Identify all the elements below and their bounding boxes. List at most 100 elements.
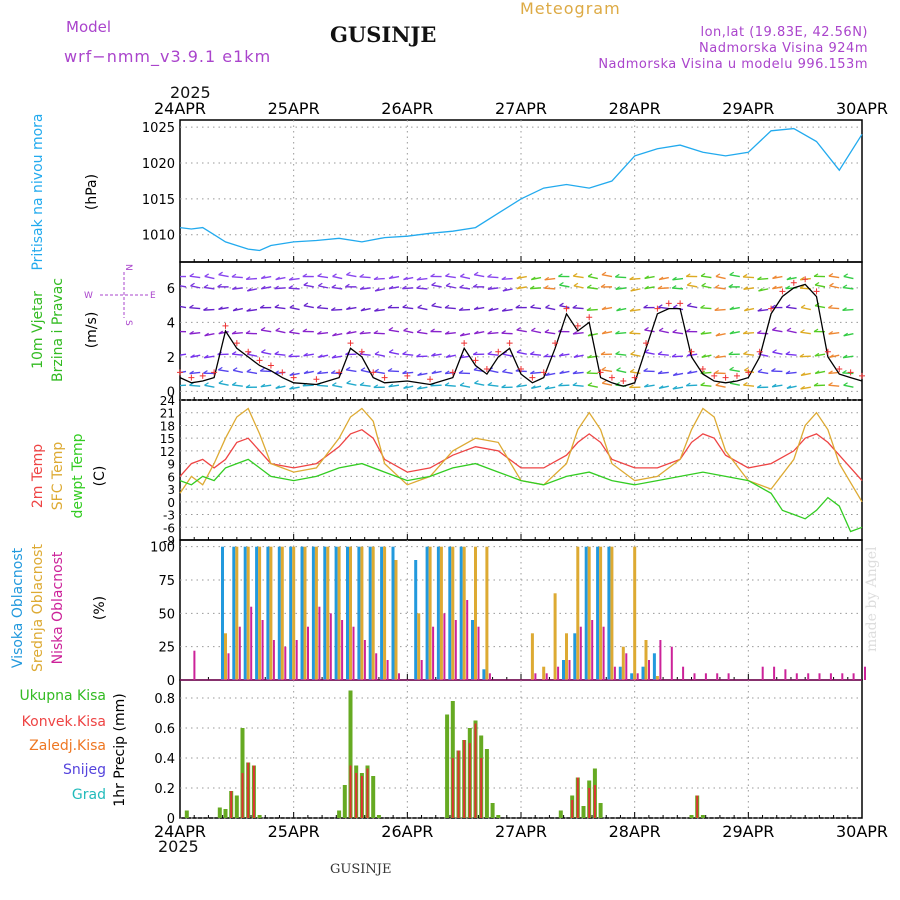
wind-arrow <box>644 286 655 290</box>
wind-arrow-head <box>501 330 507 334</box>
wind-arrow <box>743 276 755 279</box>
wind-arrow-head <box>231 351 237 355</box>
wind-arrow-head <box>302 273 308 277</box>
bar-visoka-oblacnost <box>334 546 338 680</box>
bar-visoka-oblacnost <box>482 669 486 680</box>
wind-arrow-head <box>601 330 607 335</box>
wind-arrow-head <box>318 282 323 287</box>
wind-arrow-head <box>586 370 592 374</box>
wind-arrow-head <box>657 351 663 355</box>
wind-arrow <box>289 386 300 390</box>
wind-arrow <box>459 384 471 388</box>
wind-arrow-head <box>246 287 252 292</box>
wind-arrow-head <box>572 304 578 309</box>
bar-visoka-oblacnost <box>573 633 577 680</box>
wind-arrow-head <box>572 273 578 277</box>
bar-niska-oblacnost <box>193 650 196 680</box>
wind-arrow-head <box>473 366 479 371</box>
wind-arrow <box>388 286 400 290</box>
wind-arrow <box>672 287 684 290</box>
wind-arrow <box>346 274 357 278</box>
wind-arrow <box>800 386 811 390</box>
bar-konvek-kisa <box>349 765 352 818</box>
wind-arrow-head <box>403 327 408 332</box>
panel-frame-3 <box>179 399 863 541</box>
wind-arrow <box>430 384 442 387</box>
wind-arrow <box>247 353 258 357</box>
wind-arrow-head <box>715 382 721 386</box>
wind-arrow-head <box>387 304 393 309</box>
wind-arrow-head <box>644 326 649 331</box>
wind-arrow <box>743 353 755 356</box>
wind-arrow <box>487 287 499 290</box>
wind-arrow-head <box>203 307 208 311</box>
wind-arrow-head <box>387 367 393 372</box>
wind-arrow-head <box>317 330 322 335</box>
wind-arrow <box>558 384 570 387</box>
wind-arrow-head <box>316 304 322 309</box>
wind-arrow <box>417 386 428 390</box>
wind-arrow <box>516 384 527 388</box>
series-line-pritisak-na-nivou-mora <box>179 127 863 252</box>
y-tick-label: 1020 <box>142 157 175 172</box>
gust-marker <box>404 372 411 379</box>
bar-niska-oblacnost <box>557 666 560 680</box>
wind-arrow <box>630 371 641 375</box>
wind-arrow-head <box>629 384 634 388</box>
wind-arrow <box>218 382 229 386</box>
wind-arrow-head <box>217 283 222 288</box>
bar-ukupna-kisa <box>348 690 353 818</box>
wind-arrow-head <box>460 273 465 277</box>
bar-konvek-kisa <box>457 750 460 818</box>
bar-srednja-oblacnost <box>349 546 352 680</box>
wind-arrow <box>772 351 783 355</box>
wind-arrow-head <box>644 383 649 388</box>
bar-srednja-oblacnost <box>371 546 375 680</box>
wind-arrow-head <box>799 353 805 358</box>
wind-arrow <box>474 382 485 386</box>
wind-arrow-head <box>388 326 394 331</box>
wind-arrow-head <box>431 352 436 357</box>
wind-arrow <box>374 371 385 375</box>
bar-konvek-kisa <box>355 773 358 818</box>
wind-arrow <box>346 306 357 311</box>
wind-arrow <box>431 353 442 357</box>
wind-arrow-head <box>814 281 820 286</box>
wind-arrow <box>629 332 641 335</box>
bottom-year: 2025 <box>158 837 199 856</box>
wind-arrow-head <box>772 349 777 353</box>
wind-arrow-head <box>488 307 494 312</box>
gust-marker <box>688 348 695 355</box>
wind-arrow-head <box>529 285 535 290</box>
y-tick-label: -3 <box>163 509 175 523</box>
wind-arrow-head <box>274 351 280 355</box>
bar-niska-oblacnost <box>227 653 230 680</box>
precip-legend-total: Ukupna Kisa <box>19 688 106 704</box>
wind-arrow-head <box>516 383 521 388</box>
bar-srednja-oblacnost <box>530 633 534 680</box>
wind-arrow <box>572 332 584 335</box>
bar-niska-oblacnost <box>602 626 605 680</box>
wind-arrow <box>744 369 755 374</box>
wind-arrow-head <box>700 273 706 277</box>
wind-arrow-head <box>771 368 776 372</box>
bar-srednja-oblacnost <box>235 546 239 680</box>
wind-arrow <box>204 384 215 388</box>
wind-arrow <box>261 286 272 290</box>
gust-marker <box>529 374 536 381</box>
wind-arrow-head <box>729 330 735 335</box>
bar-visoka-oblacnost <box>232 546 236 680</box>
wind-arrow <box>260 384 272 388</box>
wind-arrow-head <box>275 327 281 332</box>
wind-arrow <box>260 329 272 333</box>
precip-legend-hail: Grad <box>72 787 106 803</box>
wind-arrow-head <box>402 285 407 290</box>
bar-niska-oblacnost <box>613 666 616 680</box>
wind-arrow-head <box>686 302 692 307</box>
wind-arrow <box>601 306 613 311</box>
wind-arrow-head <box>687 370 692 374</box>
y-tick-label: 3 <box>167 483 175 497</box>
wind-arrow <box>289 331 300 335</box>
wind-arrow <box>672 277 684 281</box>
wind-arrow-head <box>259 367 265 372</box>
